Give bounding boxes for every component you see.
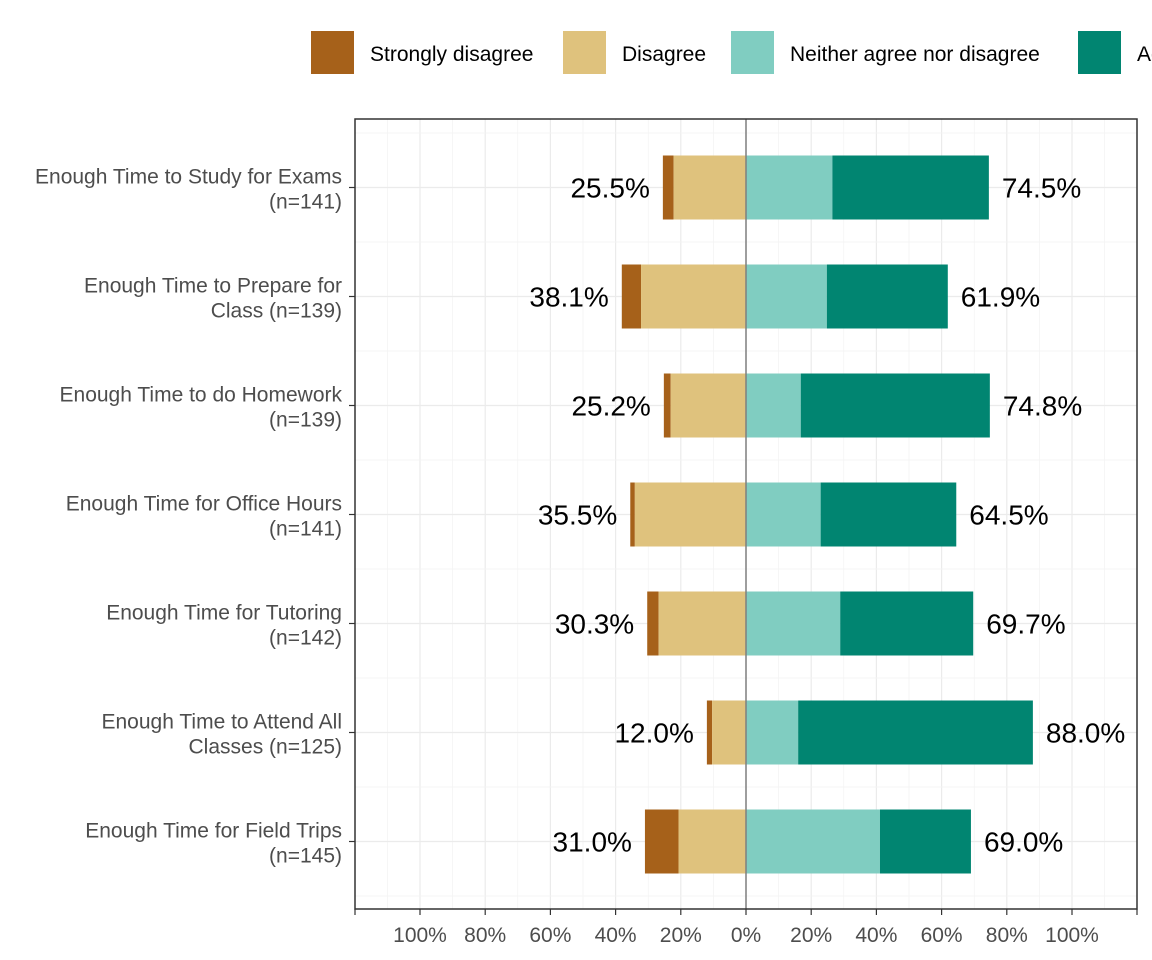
legend-swatch xyxy=(1078,31,1121,74)
x-tick-label: 80% xyxy=(986,924,1028,947)
left-percent-label: 30.3% xyxy=(555,609,634,640)
right-percent-label: 61.9% xyxy=(961,282,1040,313)
left-percent-label: 38.1% xyxy=(529,282,608,313)
x-axis: 100% 80% 60% 40% 20% 0% 20% 40% 60% 80% 100% xyxy=(354,909,1138,947)
legend-swatch xyxy=(731,31,774,74)
y-tick-label: Enough Time to Attend All Classes (n=125) xyxy=(102,711,343,759)
bar-strongly-disagree xyxy=(706,700,713,765)
bar-strongly-disagree xyxy=(644,809,679,874)
bar-strongly-disagree xyxy=(647,591,659,656)
bar-disagree xyxy=(712,700,746,765)
left-percent-label: 31.0% xyxy=(553,827,632,858)
y-tick-label: Enough Time for Office Hours (n=141) xyxy=(66,493,342,541)
bar-disagree xyxy=(658,591,746,656)
x-tick-label: 40% xyxy=(595,924,637,947)
right-percent-label: 69.7% xyxy=(986,609,1065,640)
bar-agree xyxy=(798,700,1033,765)
bar-agree xyxy=(879,809,971,874)
legend: Strongly disagree Disagree Neither agree n… xyxy=(311,31,1152,74)
left-percent-label: 25.5% xyxy=(570,173,649,204)
bar-neither xyxy=(746,373,801,438)
bar-agree xyxy=(840,591,974,656)
right-percent-label: 69.0% xyxy=(984,827,1063,858)
bar-agree xyxy=(800,373,990,438)
bar-neither xyxy=(746,482,821,547)
y-axis: Enough Time to Study for Exams (n=141) Eno… xyxy=(35,166,355,868)
x-tick-label: 60% xyxy=(921,924,963,947)
legend-swatch xyxy=(311,31,354,74)
bars xyxy=(354,118,1138,910)
bar-agree xyxy=(826,264,948,329)
bar-disagree xyxy=(634,482,746,547)
legend-label: Agree xyxy=(1137,43,1152,66)
y-tick-label: Enough Time to Prepare for Class (n=139) xyxy=(84,275,342,323)
y-tick-label: Enough Time to do Homework (n=139) xyxy=(60,384,343,432)
bar-neither xyxy=(746,809,880,874)
bar-strongly-disagree xyxy=(662,155,674,220)
bar-neither xyxy=(746,591,841,656)
legend-label: Strongly disagree xyxy=(370,43,533,66)
x-tick-label: 100% xyxy=(393,924,447,947)
bar-neither xyxy=(746,700,799,765)
x-tick-label: 40% xyxy=(855,924,897,947)
bar-disagree xyxy=(673,155,746,220)
left-percent-label: 25.2% xyxy=(571,391,650,422)
bar-disagree xyxy=(678,809,746,874)
bar-neither xyxy=(746,155,833,220)
x-tick-label: 0% xyxy=(731,924,761,947)
bar-neither xyxy=(746,264,827,329)
percent-labels: 25.5% 74.5% 38.1% 61.9% 25.2% 74.8% 35.5% 64.5%… xyxy=(529,173,1125,858)
y-tick-label: Enough Time for Field Trips (n=145) xyxy=(85,820,342,868)
legend-label: Neither agree nor disagree xyxy=(790,43,1040,66)
right-percent-label: 74.8% xyxy=(1003,391,1082,422)
legend-swatch xyxy=(563,31,606,74)
x-tick-label: 20% xyxy=(790,924,832,947)
left-percent-label: 12.0% xyxy=(614,718,693,749)
bar-agree xyxy=(832,155,989,220)
right-percent-label: 88.0% xyxy=(1046,718,1125,749)
x-tick-label: 20% xyxy=(660,924,702,947)
x-tick-label: 80% xyxy=(464,924,506,947)
bar-agree xyxy=(820,482,957,547)
legend-label: Disagree xyxy=(622,43,706,66)
y-tick-label: Enough Time to Study for Exams (n=141) xyxy=(35,166,342,214)
x-tick-label: 100% xyxy=(1045,924,1099,947)
bar-disagree xyxy=(670,373,746,438)
right-percent-label: 74.5% xyxy=(1002,173,1081,204)
bar-strongly-disagree xyxy=(663,373,671,438)
bar-strongly-disagree xyxy=(621,264,642,329)
x-tick-label: 60% xyxy=(529,924,571,947)
bar-disagree xyxy=(641,264,746,329)
right-percent-label: 64.5% xyxy=(969,500,1048,531)
y-tick-label: Enough Time for Tutoring (n=142) xyxy=(106,602,342,650)
bar-strongly-disagree xyxy=(630,482,635,547)
left-percent-label: 35.5% xyxy=(538,500,617,531)
